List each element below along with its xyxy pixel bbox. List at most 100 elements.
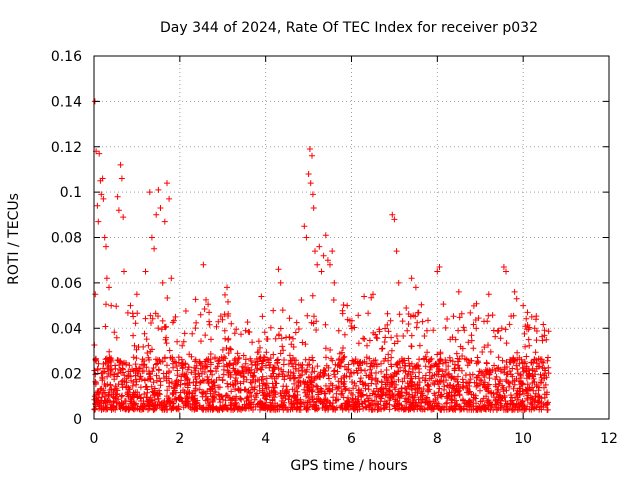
data-point: [386, 383, 393, 390]
data-point: [340, 302, 347, 308]
data-point: [155, 366, 162, 373]
data-point: [106, 348, 113, 355]
data-point: [275, 332, 282, 339]
data-point: [269, 397, 276, 404]
data-point: [400, 333, 407, 339]
data-point: [125, 368, 132, 375]
data-point: [516, 360, 523, 367]
data-point: [225, 298, 231, 305]
data-point: [197, 311, 204, 318]
data-point: [134, 405, 141, 412]
gridlines: [94, 56, 609, 419]
data-point: [529, 380, 536, 386]
data-point: [245, 397, 252, 404]
data-point: [126, 362, 133, 369]
data-point: [338, 358, 345, 365]
data-point: [471, 379, 478, 386]
data-point: [373, 334, 380, 341]
data-point: [523, 375, 530, 382]
data-point: [393, 248, 400, 255]
data-point: [117, 358, 124, 365]
data-point: [207, 390, 214, 397]
data-point: [383, 367, 390, 373]
data-point: [313, 327, 320, 333]
data-point: [118, 393, 125, 400]
data-point: [219, 376, 226, 383]
data-point: [324, 257, 331, 264]
data-point: [180, 338, 187, 345]
data-point: [468, 337, 475, 344]
data-point: [120, 369, 127, 376]
data-point: [489, 366, 496, 373]
data-point: [193, 319, 200, 326]
data-point: [119, 392, 126, 399]
data-point: [412, 313, 419, 320]
data-point: [267, 324, 274, 331]
data-point: [257, 401, 264, 408]
data-point: [462, 372, 469, 379]
data-point: [206, 321, 213, 328]
data-point: [345, 394, 351, 401]
data-point: [281, 404, 288, 411]
data-point: [259, 387, 266, 394]
data-point: [538, 406, 545, 413]
y-tick-label: 0.16: [51, 49, 82, 65]
data-point: [256, 382, 263, 389]
data-point: [108, 386, 115, 393]
data-point: [362, 385, 369, 392]
x-tick-label: 6: [347, 431, 356, 447]
data-point: [436, 264, 443, 270]
data-point: [513, 375, 520, 382]
data-point: [323, 398, 330, 405]
data-point: [172, 382, 179, 389]
data-point: [212, 389, 219, 396]
data-point: [262, 395, 268, 402]
data-point: [104, 373, 111, 380]
data-point: [533, 365, 540, 372]
data-point: [538, 377, 545, 383]
data-point: [160, 370, 167, 377]
data-point: [483, 393, 490, 400]
data-point: [164, 398, 170, 405]
data-point: [329, 248, 336, 255]
data-point: [351, 324, 358, 331]
data-point: [184, 377, 191, 384]
data-point: [500, 386, 507, 393]
data-point: [120, 214, 127, 221]
data-point: [304, 366, 310, 373]
data-point: [495, 386, 502, 393]
data-point: [369, 406, 376, 413]
data-point: [335, 327, 342, 334]
data-point: [164, 180, 170, 187]
chart-title: Day 344 of 2024, Rate Of TEC Index for r…: [160, 20, 538, 36]
data-point: [114, 373, 120, 380]
data-point: [300, 378, 307, 385]
data-point: [378, 360, 384, 367]
data-point: [506, 383, 513, 390]
data-point: [325, 364, 332, 371]
data-point: [153, 372, 160, 379]
data-point: [112, 406, 119, 413]
data-point: [166, 195, 173, 202]
data-point: [490, 390, 497, 397]
data-point: [295, 326, 302, 332]
data-point: [473, 325, 480, 332]
data-point: [257, 366, 264, 373]
data-point: [257, 344, 263, 351]
data-point: [126, 386, 133, 393]
data-point: [131, 400, 138, 407]
data-point: [192, 358, 198, 365]
y-tick-label: 0.14: [51, 94, 82, 110]
data-point: [127, 398, 134, 405]
data-point: [408, 386, 415, 393]
data-point: [325, 405, 332, 412]
data-point: [288, 341, 295, 348]
data-point: [228, 388, 235, 395]
data-point: [291, 388, 298, 394]
data-point: [170, 317, 177, 324]
data-point: [406, 380, 413, 387]
data-point: [133, 355, 140, 362]
data-point: [376, 406, 383, 412]
data-point: [138, 403, 145, 410]
data-point: [441, 403, 448, 410]
